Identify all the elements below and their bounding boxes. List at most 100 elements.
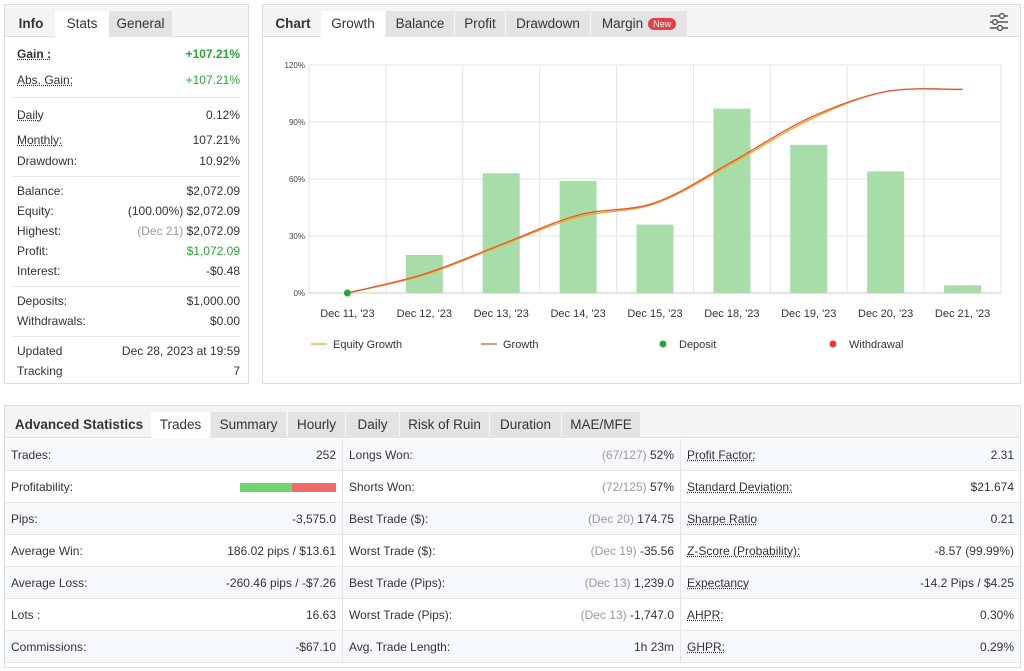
stat-note: (67/127) xyxy=(601,448,647,462)
updated-label: Updated xyxy=(17,344,63,358)
tab-margin-label: Margin xyxy=(601,16,644,31)
stat-label[interactable]: Z-Score (Probability): xyxy=(687,544,801,558)
tab-margin[interactable]: Margin New xyxy=(591,11,687,37)
advanced-statistics-panel: Advanced Statistics Trades Summary Hourl… xyxy=(4,405,1021,668)
stat-value: 252 xyxy=(315,448,336,462)
tab-duration[interactable]: Duration xyxy=(490,412,561,438)
stat-label[interactable]: Standard Deviation: xyxy=(687,480,793,494)
tab-daily[interactable]: Daily xyxy=(346,412,399,438)
tab-hourly[interactable]: Hourly xyxy=(288,412,345,438)
bar xyxy=(636,224,674,293)
updated-row: Updated Dec 28, 2023 at 19:59 xyxy=(13,342,240,360)
divider xyxy=(13,336,240,337)
tab-general[interactable]: General xyxy=(109,11,172,37)
profit-value: $1,072.09 xyxy=(186,244,240,258)
stat-cell: Profit Factor: 2.31 xyxy=(681,439,1020,471)
stat-label: Best Trade ($): xyxy=(349,512,429,526)
stat-label[interactable]: Profit Factor: xyxy=(687,448,756,462)
stat-value: 186.02 pips / $13.61 xyxy=(227,544,336,558)
stat-cell: Z-Score (Probability): -8.57 (99.99%) xyxy=(681,535,1020,567)
stat-cell: Best Trade ($): (Dec 20) 174.75 xyxy=(343,503,681,535)
stat-label[interactable]: GHPR: xyxy=(687,640,726,654)
gain-label[interactable]: Gain : xyxy=(17,47,52,61)
monthly-label[interactable]: Monthly: xyxy=(17,133,63,147)
stat-cell: Sharpe Ratio 0.21 xyxy=(681,503,1020,535)
equity-value: (100.00%) $2,072.09 xyxy=(128,202,240,220)
stat-number: -1,747.0 xyxy=(629,608,674,622)
x-tick-label: Dec 12, '23 xyxy=(397,308,452,320)
stat-cell: Trades: 252 xyxy=(5,439,343,471)
stat-value: (Dec 13) -1,747.0 xyxy=(581,599,674,631)
bar xyxy=(559,180,597,293)
stat-cell: Best Trade (Pips): (Dec 13) 1,239.0 xyxy=(343,567,681,599)
tab-chart[interactable]: Chart xyxy=(275,16,311,31)
drawdown-label: Drawdown: xyxy=(17,154,78,168)
highest-row: Highest: (Dec 21) $2,072.09 xyxy=(13,222,240,240)
stat-label[interactable]: AHPR: xyxy=(687,608,724,622)
drawdown-value: 10.92% xyxy=(199,154,240,168)
table-row xyxy=(5,503,1020,535)
abs-gain-label[interactable]: Abs. Gain: xyxy=(17,73,74,87)
stat-value: (72/125) 57% xyxy=(602,471,674,503)
tab-growth[interactable]: Growth xyxy=(321,11,385,38)
advanced-table: Trades: 252 Longs Won: (67/127) 52% Profit F… xyxy=(5,439,1020,667)
bar xyxy=(867,171,905,293)
tab-stats[interactable]: Stats xyxy=(55,11,109,38)
x-tick-label: Dec 19, '23 xyxy=(781,308,836,320)
stat-label: Longs Won: xyxy=(349,448,413,462)
divider xyxy=(13,97,240,98)
stat-cell: Avg. Trade Length: 1h 23m xyxy=(343,631,681,663)
equity-row: Equity: (100.00%) $2,072.09 xyxy=(13,202,240,220)
stat-value: 2.31 xyxy=(990,448,1014,462)
tab-drawdown[interactable]: Drawdown xyxy=(506,11,590,37)
monthly-value: 107.21% xyxy=(192,133,240,147)
tab-profit[interactable]: Profit xyxy=(455,11,505,37)
stat-value: (Dec 19) -35.56 xyxy=(591,535,674,567)
stat-cell: Lots : 16.63 xyxy=(5,599,343,631)
stat-number: -35.56 xyxy=(639,544,674,558)
stat-cell: Pips: -3,575.0 xyxy=(5,503,343,535)
withdrawals-value: $0.00 xyxy=(209,314,240,328)
info-tabs: Info Stats General xyxy=(5,5,248,38)
profitability-bar xyxy=(240,483,336,492)
gain-value: +107.21% xyxy=(185,47,240,61)
updated-value: Dec 28, 2023 at 19:59 xyxy=(121,344,240,358)
y-tick-label: 120% xyxy=(285,61,305,70)
profit-label: Profit: xyxy=(17,244,49,258)
stat-label[interactable]: Sharpe Ratio xyxy=(687,512,758,526)
series-line xyxy=(347,88,963,294)
tab-info[interactable]: Info xyxy=(18,16,44,31)
stat-label: Best Trade (Pips): xyxy=(349,576,446,590)
stat-label[interactable]: Expectancy xyxy=(687,576,750,590)
tab-trades[interactable]: Trades xyxy=(151,412,210,439)
new-badge: New xyxy=(648,18,677,30)
deposits-label: Deposits: xyxy=(17,294,68,308)
tab-mae-mfe[interactable]: MAE/MFE xyxy=(562,412,640,438)
monthly-row: Monthly: 107.21% xyxy=(13,131,240,149)
stat-note: (Dec 13) xyxy=(580,608,627,622)
sliders-icon[interactable] xyxy=(988,11,1010,33)
tab-summary[interactable]: Summary xyxy=(211,412,286,438)
legend-swatch xyxy=(829,340,837,348)
stat-note: (72/125) xyxy=(601,480,647,494)
highest-value: (Dec 21) $2,072.09 xyxy=(137,222,240,240)
legend-label: Deposit xyxy=(679,339,716,351)
stat-value: (67/127) 52% xyxy=(602,439,674,471)
interest-label: Interest: xyxy=(17,264,61,278)
stat-value: -$67.10 xyxy=(295,640,336,654)
stat-cell: Longs Won: (67/127) 52% xyxy=(343,439,681,471)
table-row xyxy=(5,535,1020,567)
stat-cell: Expectancy -14.2 Pips / $4.25 xyxy=(681,567,1020,599)
stat-label: Shorts Won: xyxy=(349,480,415,494)
tab-risk-of-ruin[interactable]: Risk of Ruin xyxy=(400,412,489,438)
stat-label: Avg. Trade Length: xyxy=(349,640,451,654)
profit-row: Profit: $1,072.09 xyxy=(13,242,240,260)
daily-label[interactable]: Daily xyxy=(17,108,44,122)
stat-note: (Dec 19) xyxy=(590,544,637,558)
balance-value: $2,072.09 xyxy=(186,184,240,198)
chart-panel: Chart Growth Balance Profit Drawdown Mar… xyxy=(262,4,1021,384)
withdrawals-row: Withdrawals: $0.00 xyxy=(13,312,240,330)
tab-balance[interactable]: Balance xyxy=(386,11,454,37)
stat-value: 16.63 xyxy=(305,608,336,622)
stat-note: (Dec 13) xyxy=(584,576,631,590)
